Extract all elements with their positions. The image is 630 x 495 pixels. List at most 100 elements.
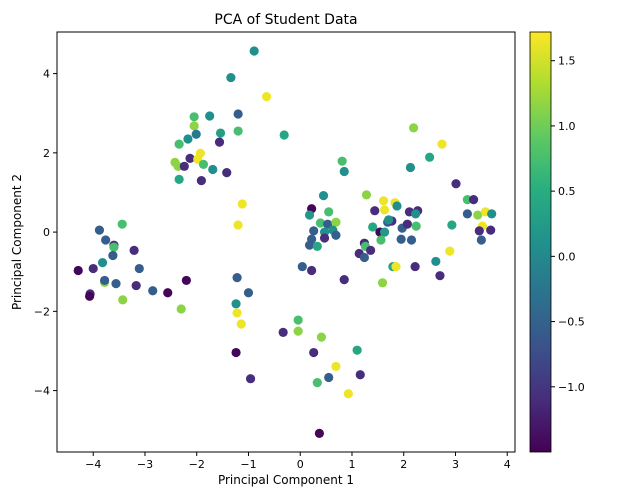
data-point [462, 209, 472, 219]
data-point [278, 327, 288, 337]
data-point [361, 190, 372, 200]
data-point [293, 315, 303, 325]
chart-title: PCA of Student Data [214, 12, 357, 28]
data-point [376, 235, 386, 245]
data-point [297, 261, 307, 272]
data-point [134, 263, 144, 274]
x-tick-label: 2 [400, 458, 407, 471]
data-point [304, 210, 315, 220]
data-point [94, 225, 105, 235]
data-point [233, 109, 243, 119]
x-tick-label: −1 [240, 458, 256, 471]
data-point [402, 219, 412, 229]
data-point [352, 345, 362, 355]
data-point [226, 72, 236, 83]
data-point [366, 245, 376, 255]
data-point [411, 221, 421, 231]
data-point [435, 271, 445, 281]
colorbar-tick-label: −0.5 [558, 316, 585, 329]
data-point [396, 234, 406, 244]
data-point [355, 370, 365, 380]
data-point [189, 121, 199, 131]
points-layer [73, 46, 497, 438]
data-point [339, 275, 349, 285]
data-point [468, 195, 479, 205]
data-point [231, 299, 241, 309]
data-point [176, 304, 186, 314]
data-point [316, 332, 327, 342]
data-point [339, 166, 349, 177]
data-point [410, 261, 420, 272]
data-point [196, 175, 206, 186]
data-point [231, 347, 241, 358]
data-point [261, 91, 272, 102]
data-point [174, 139, 184, 149]
data-point [384, 215, 394, 225]
data-point [487, 209, 497, 219]
data-point [304, 240, 315, 250]
data-point [486, 225, 496, 235]
y-axis: −4 −2 0 2 4 [34, 68, 57, 398]
data-point [425, 152, 435, 162]
data-point [445, 246, 455, 256]
data-point [312, 241, 322, 251]
data-point [368, 222, 378, 232]
data-point [73, 265, 83, 276]
data-point [191, 129, 201, 139]
x-axis: −4 −3 −2 −1 0 1 2 3 4 [85, 452, 511, 471]
data-point [111, 279, 121, 289]
colorbar-tick-label: 1.0 [558, 120, 576, 133]
data-point [312, 378, 322, 388]
data-point [324, 207, 334, 217]
data-point [324, 372, 334, 383]
data-point [307, 265, 317, 276]
colorbar-ticks: −1.0 −0.5 0.0 0.5 1.0 1.5 [551, 55, 585, 394]
data-point [476, 235, 486, 245]
data-point [100, 275, 110, 286]
data-point [215, 128, 226, 138]
data-point [101, 235, 111, 245]
data-point [343, 389, 353, 399]
data-point [408, 123, 419, 133]
data-point [378, 196, 389, 206]
data-point [314, 428, 324, 438]
y-tick-label: 4 [43, 68, 50, 81]
data-point [474, 226, 484, 236]
data-point [370, 206, 380, 216]
data-point [233, 220, 243, 230]
colorbar-tick-label: 1.5 [558, 55, 576, 68]
data-point [243, 288, 254, 298]
data-point [208, 164, 218, 175]
data-point [148, 286, 158, 296]
data-point [108, 250, 118, 261]
x-tick-label: 1 [348, 458, 355, 471]
data-point [205, 111, 215, 121]
x-axis-label: Principal Component 1 [218, 473, 354, 487]
data-point [183, 134, 193, 144]
data-point [131, 280, 141, 291]
x-tick-label: −2 [189, 458, 205, 471]
data-point [391, 261, 401, 272]
y-tick-label: −4 [34, 385, 50, 398]
data-point [447, 220, 457, 230]
x-tick-label: 3 [452, 458, 459, 471]
data-point [451, 179, 461, 189]
x-tick-label: −4 [85, 458, 101, 471]
y-tick-label: 0 [43, 226, 50, 239]
data-point [174, 174, 184, 184]
data-point [117, 219, 127, 229]
x-tick-label: −3 [137, 458, 153, 471]
data-point [293, 326, 303, 336]
data-point [309, 226, 319, 236]
data-point [118, 295, 128, 305]
data-point [406, 235, 417, 245]
data-point [233, 126, 243, 136]
data-point [214, 137, 225, 147]
data-point [323, 219, 333, 229]
y-tick-label: 2 [43, 147, 50, 160]
data-point [405, 162, 416, 173]
data-point [379, 227, 390, 237]
data-point [185, 153, 195, 163]
data-point [377, 278, 388, 288]
colorbar-tick-label: 0.0 [558, 250, 576, 263]
